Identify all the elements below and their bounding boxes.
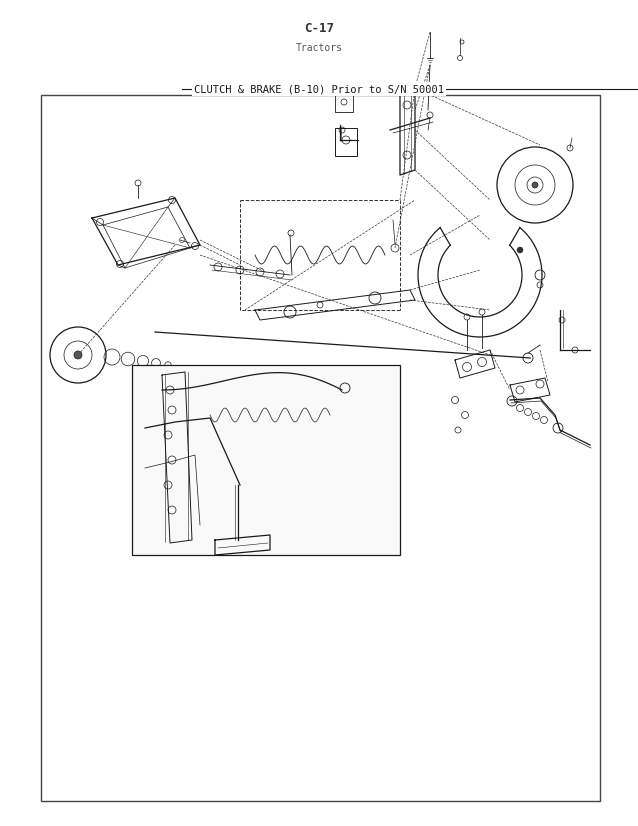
Text: Tractors: Tractors — [295, 43, 343, 53]
Text: C-17: C-17 — [304, 22, 334, 36]
Text: CLUTCH & BRAKE (B-10) Prior to S/N 50001: CLUTCH & BRAKE (B-10) Prior to S/N 50001 — [194, 84, 444, 94]
Circle shape — [74, 351, 82, 359]
Circle shape — [517, 247, 523, 253]
Circle shape — [532, 182, 538, 188]
Bar — [41, 95, 600, 801]
Bar — [335, 92, 353, 112]
Bar — [335, 128, 357, 156]
Bar — [132, 365, 400, 555]
